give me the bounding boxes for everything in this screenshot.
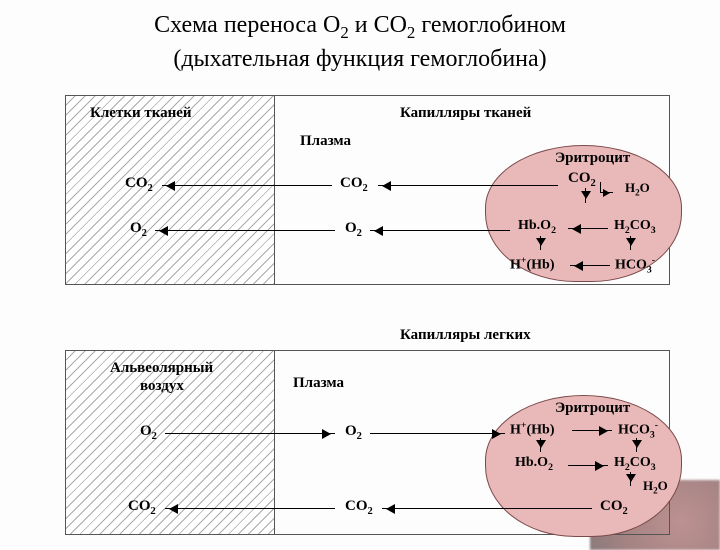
bottom-hbo2: Hb.O2 <box>515 455 553 473</box>
arrow-hhb-to-hco3-bottom <box>572 430 612 431</box>
bottom-co2-eryth: CO2 <box>600 498 628 517</box>
top-co2-tissue: CO2 <box>125 175 153 194</box>
alveolar-label-2: воздух <box>140 378 184 395</box>
bottom-plasma-label: Плазма <box>293 375 344 392</box>
arrow-hbo2-from-h2co3 <box>568 228 608 229</box>
arrow-co2-eryth-to-plasma <box>382 508 592 509</box>
top-o2-tissue: O2 <box>130 220 147 239</box>
top-co2-plasma: CO2 <box>340 175 368 194</box>
top-hbo2: Hb.O2 <box>518 218 556 236</box>
lung-capillaries-label: Капилляры легких <box>400 327 531 344</box>
top-h2co3: H2CO3 <box>614 218 656 236</box>
bottom-co2-alv: CO2 <box>128 498 156 517</box>
bottom-hco3-down <box>636 438 637 452</box>
arrow-co2-to-tissue <box>162 185 332 186</box>
bottom-erythrocyte-label: Эритроцит <box>555 400 630 417</box>
bottom-h2co3: H2CO3 <box>614 455 656 473</box>
top-co2-h2o-hook <box>600 182 613 193</box>
diagram-title: Схема переноса O2 и CO2 гемоглобином (ды… <box>40 10 680 74</box>
arrow-o2-plasma-to-eryth <box>370 433 505 434</box>
arrow-o2-to-plasma-from-eryth <box>370 230 510 231</box>
tissue-capillaries-label: Капилляры тканей <box>400 105 531 122</box>
top-o2-plasma: O2 <box>345 220 362 239</box>
arrow-hhb-hco3 <box>570 265 610 266</box>
bottom-hco3: HCO3- <box>618 420 658 440</box>
bottom-o2-plasma: O2 <box>345 423 362 442</box>
top-co2-eryth: CO2 <box>568 170 596 189</box>
bottom-co2-plasma: CO2 <box>345 498 373 517</box>
top-h2o: H2O <box>625 180 650 198</box>
bottom-hhb-down <box>540 438 541 452</box>
alveolar-label-1: Альвеолярный <box>110 360 213 377</box>
top-hhb: H+(Hb) <box>510 255 554 274</box>
top-plasma-label: Плазма <box>300 133 351 150</box>
arrow-co2-to-plasma <box>378 185 558 186</box>
top-co2-down <box>585 188 586 203</box>
arrow-o2-to-tissue <box>155 230 335 231</box>
arrow-hbo2-h2co3-bottom <box>568 465 608 466</box>
bottom-hhb: H+(Hb) <box>510 420 554 439</box>
arrow-co2-to-alv <box>165 508 335 509</box>
bottom-o2-alv: O2 <box>140 423 157 442</box>
bottom-h2o: H2O <box>643 478 668 496</box>
bottom-h2co3-down <box>630 472 631 486</box>
tissue-cells-label: Клетки тканей <box>90 105 192 122</box>
top-hbo2-down <box>540 236 541 250</box>
top-h2co3-down <box>630 236 631 250</box>
top-erythrocyte-label: Эритроцит <box>555 150 630 167</box>
arrow-o2-alv-to-plasma <box>165 433 335 434</box>
top-hco3: HCO3- <box>615 255 655 275</box>
